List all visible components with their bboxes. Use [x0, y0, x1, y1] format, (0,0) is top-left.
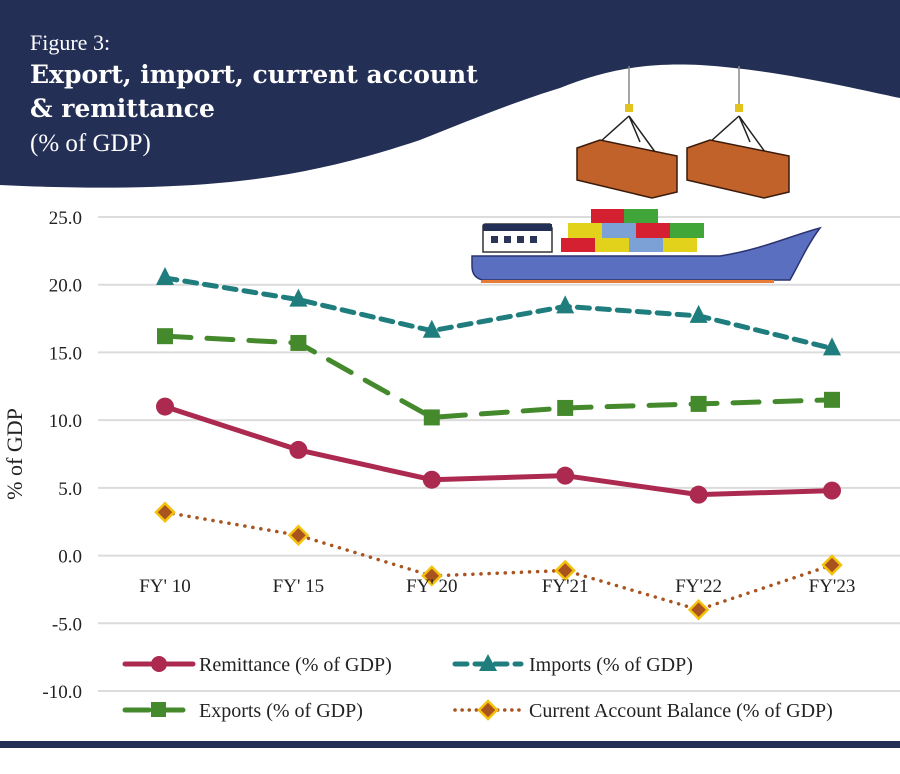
data-point [687, 598, 710, 621]
square-marker-icon [151, 702, 166, 717]
figure-subtitle: (% of GDP) [30, 130, 151, 157]
data-point [690, 395, 707, 412]
y-tick-label: 20.0 [49, 276, 82, 297]
series-current [154, 501, 843, 621]
legend-item-imports: Imports (% of GDP) [452, 654, 693, 676]
data-point [556, 295, 575, 314]
data-point [156, 266, 174, 285]
diamond-marker-icon [477, 699, 499, 721]
footer-bar [0, 741, 900, 748]
legend-label-imports: Imports (% of GDP) [529, 654, 693, 676]
header-banner [0, 0, 900, 188]
data-point [556, 466, 575, 485]
figure-title: Export, import, current account & remitt… [30, 60, 478, 123]
x-tick-label: FY' 20 [406, 576, 457, 597]
ship-illustration-icon [471, 66, 822, 283]
data-point [823, 337, 841, 356]
data-point [689, 485, 708, 504]
series-imports [156, 266, 841, 356]
x-tick-label: FY'23 [809, 576, 856, 597]
data-point [823, 481, 841, 500]
y-tick-labels: 25.0 20.0 15.0 10.0 5.0 0.0 -5.0 -10.0 [42, 208, 82, 703]
data-point [557, 399, 574, 416]
y-tick-label: 10.0 [49, 411, 82, 432]
data-point [289, 288, 308, 307]
legend-label-remittance: Remittance (% of GDP) [199, 654, 392, 676]
data-point [689, 304, 708, 323]
data-point [554, 559, 576, 582]
x-tick-label: FY' 10 [139, 576, 190, 597]
y-axis-label: % of GDP [2, 408, 27, 500]
series-line [163, 510, 834, 612]
legend-label-current-account: Current Account Balance (% of GDP) [529, 700, 833, 722]
data-point [821, 554, 843, 576]
series-line [162, 275, 835, 351]
data-point [824, 391, 840, 408]
series-line [162, 333, 835, 420]
gridlines [98, 216, 900, 692]
y-tick-label: 15.0 [49, 343, 82, 364]
legend-item-remittance: Remittance (% of GDP) [122, 654, 392, 676]
data-point [423, 409, 440, 426]
data-point [287, 524, 310, 547]
series-lines [154, 266, 843, 621]
data-point [157, 328, 173, 345]
legend-item-exports: Exports (% of GDP) [122, 700, 363, 722]
series-remittance [156, 397, 841, 504]
data-point [421, 565, 443, 587]
data-point [422, 319, 441, 338]
figure-label: Figure 3: [30, 30, 111, 55]
data-point [289, 440, 308, 459]
data-point [422, 470, 441, 489]
y-tick-label: 25.0 [49, 208, 82, 229]
x-tick-labels: FY' 10 FY' 15 FY' 20 FY'21 FY'22 FY'23 [139, 576, 855, 597]
series-exports [157, 328, 840, 426]
y-tick-label: -10.0 [42, 682, 82, 703]
data-point [156, 397, 174, 416]
y-tick-label: -5.0 [52, 614, 82, 635]
x-tick-label: FY' 15 [273, 576, 324, 597]
triangle-marker-icon [479, 654, 497, 671]
legend: Remittance (% of GDP) Imports (% of GDP)… [122, 654, 833, 722]
data-point [290, 334, 307, 351]
series-line [162, 404, 835, 498]
y-tick-label: 5.0 [58, 479, 82, 500]
legend-label-exports: Exports (% of GDP) [199, 700, 363, 722]
x-tick-label: FY'22 [675, 576, 722, 597]
legend-item-current-account: Current Account Balance (% of GDP) [453, 699, 833, 722]
x-tick-label: FY'21 [542, 576, 589, 597]
y-tick-label: 0.0 [58, 547, 82, 568]
circle-marker-icon [151, 656, 167, 672]
data-point [154, 501, 176, 524]
